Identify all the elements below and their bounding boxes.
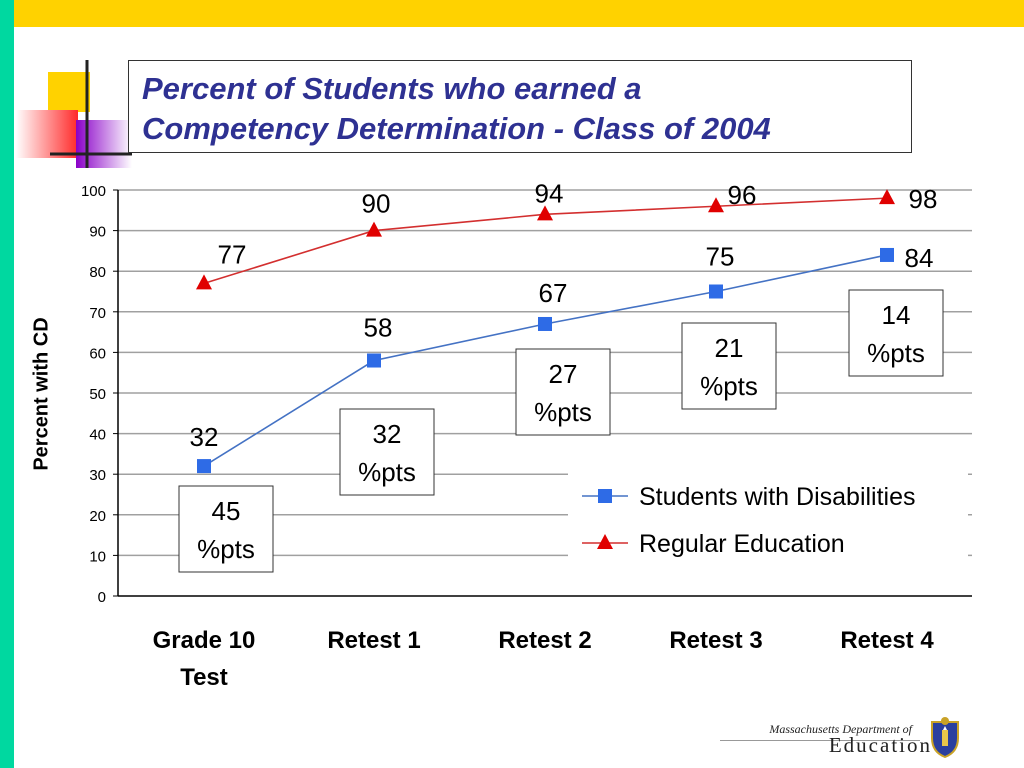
data-label: 84 — [905, 243, 934, 273]
gap-annotation-label: 21 — [715, 333, 744, 363]
legend-marker — [598, 489, 612, 503]
decorative-corner-graphic — [16, 60, 132, 168]
data-label: 90 — [362, 189, 391, 219]
gap-annotation-label: 27 — [549, 359, 578, 389]
legend-box — [568, 470, 968, 580]
data-label: 58 — [364, 313, 393, 343]
data-point-marker — [366, 221, 382, 237]
legend-label: Students with Disabilities — [639, 483, 916, 511]
data-point-marker — [880, 247, 894, 262]
x-tick-label: Retest 2 — [498, 627, 591, 654]
gap-annotation-label: %pts — [700, 371, 758, 401]
top-accent-bar — [0, 0, 1024, 27]
gap-annotation-label: %pts — [534, 397, 592, 427]
slide-title-box: Percent of Students who earned a Compete… — [128, 60, 912, 153]
gap-annotation-label: %pts — [358, 457, 416, 487]
gap-annotation-box — [681, 322, 777, 410]
data-label: 98 — [909, 184, 938, 214]
legend-label: Regular Education — [639, 530, 845, 558]
x-tick-label: Retest 4 — [840, 627, 934, 654]
data-point-marker — [709, 284, 723, 299]
logo-rule — [720, 740, 920, 741]
slide-title-line-2: Competency Determination - Class of 2004 — [142, 111, 771, 146]
x-tick-label: Retest 3 — [669, 627, 762, 654]
gap-annotation-label: 14 — [882, 300, 911, 330]
data-point-marker — [538, 316, 552, 331]
logo-text-line-2: Education — [828, 733, 932, 757]
slide-title: Percent of Students who earned a Compete… — [142, 69, 902, 149]
y-axis-label: Percent with CD — [30, 317, 53, 471]
legend-marker — [597, 534, 613, 549]
y-tick-label: 10 — [89, 548, 106, 565]
gap-annotation-box — [178, 485, 274, 573]
y-tick-label: 60 — [89, 345, 106, 362]
y-tick-label: 50 — [89, 386, 106, 403]
y-tick-label: 30 — [89, 467, 106, 484]
data-label: 94 — [535, 178, 564, 208]
gap-annotation-label: 45 — [212, 496, 241, 526]
x-tick-label: Grade 10 — [153, 627, 256, 654]
data-label: 32 — [190, 422, 219, 452]
state-seal-icon — [931, 717, 959, 758]
y-tick-label: 0 — [98, 589, 106, 606]
y-tick-label: 80 — [89, 264, 106, 281]
data-point-marker — [196, 274, 212, 290]
data-point-marker — [708, 197, 724, 213]
data-label: 67 — [539, 278, 568, 308]
data-label: 77 — [218, 239, 247, 269]
department-logo: Massachusetts Department of Education — [720, 712, 980, 762]
data-point-marker — [537, 205, 553, 221]
y-tick-label: 70 — [89, 305, 106, 322]
gap-annotation-label: %pts — [197, 534, 255, 564]
slide-title-line-1: Percent of Students who earned a — [142, 71, 642, 106]
left-accent-bar — [0, 0, 14, 768]
gap-annotation-box — [515, 348, 611, 436]
data-point-marker — [879, 189, 895, 205]
x-tick-label: Test — [180, 664, 228, 691]
y-tick-label: 20 — [89, 508, 106, 525]
gap-annotation-label: %pts — [867, 338, 925, 368]
data-point-marker — [367, 353, 381, 368]
y-tick-label: 100 — [81, 183, 106, 200]
y-tick-label: 40 — [89, 427, 106, 444]
gap-annotation-label: 32 — [373, 419, 402, 449]
data-point-marker — [197, 459, 211, 474]
x-tick-label: Retest 1 — [327, 627, 420, 654]
logo-text-line-1: Massachusetts Department of — [769, 722, 912, 736]
gap-annotation-box — [848, 289, 944, 377]
data-label: 96 — [728, 180, 757, 210]
gap-annotation-box — [339, 408, 435, 496]
data-label: 75 — [706, 242, 735, 272]
y-tick-label: 90 — [89, 224, 106, 241]
